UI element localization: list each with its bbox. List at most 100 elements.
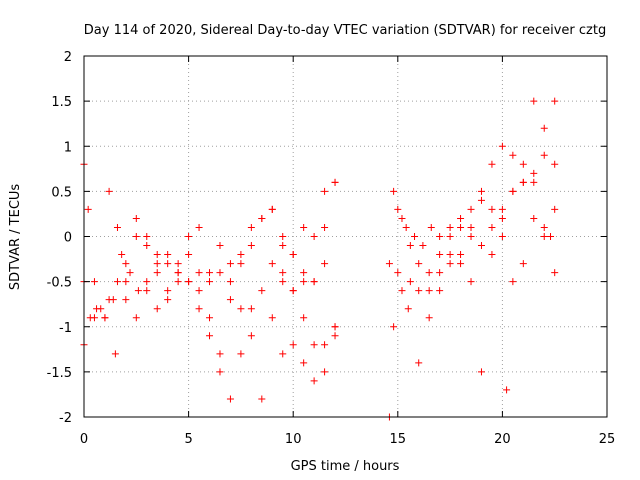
data-point (247, 242, 255, 250)
data-point (530, 97, 538, 105)
data-point (289, 251, 297, 259)
data-point (477, 196, 485, 204)
y-tick-label: -1 (59, 321, 72, 336)
data-point (488, 205, 496, 213)
data-point (206, 269, 214, 277)
y-tick-label: -2 (59, 411, 72, 426)
data-point (310, 233, 318, 240)
data-point (132, 214, 140, 222)
data-point (425, 287, 433, 295)
data-point (84, 205, 92, 213)
data-point (279, 242, 287, 250)
data-point (247, 332, 255, 340)
data-point (446, 251, 454, 259)
data-point (174, 278, 182, 286)
data-point (122, 260, 130, 268)
data-point (457, 251, 465, 259)
y-tick-label: 1.5 (51, 95, 72, 110)
data-point (206, 332, 214, 340)
chart-title: Day 114 of 2020, Sidereal Day-to-day VTE… (84, 23, 606, 38)
data-point (258, 395, 266, 403)
data-point (457, 260, 465, 268)
data-point (321, 341, 329, 349)
data-point (143, 233, 151, 240)
data-point (310, 377, 318, 385)
data-point (540, 233, 548, 240)
data-point (321, 187, 329, 195)
data-point (113, 278, 121, 286)
data-point (331, 178, 339, 186)
data-point (446, 260, 454, 268)
data-point (247, 223, 255, 231)
data-point (268, 314, 276, 322)
data-point (153, 269, 161, 277)
data-point (132, 314, 140, 322)
data-point (111, 350, 119, 358)
data-point (398, 287, 406, 295)
data-point (509, 151, 517, 159)
data-point (153, 251, 161, 259)
data-point (477, 242, 485, 250)
data-point (153, 305, 161, 313)
data-point (436, 269, 444, 277)
x-tick-label: 25 (599, 432, 616, 447)
data-point (185, 278, 193, 286)
x-tick-label: 5 (184, 432, 192, 447)
data-point (411, 233, 419, 240)
data-point (132, 233, 140, 240)
data-point (467, 278, 475, 286)
data-point (425, 314, 433, 322)
data-point (174, 260, 182, 268)
data-point (279, 269, 287, 277)
data-point (185, 233, 193, 240)
data-point (467, 205, 475, 213)
y-axis: -2 -1.5 -1 -0.5 0 0.5 1 1.5 2 (47, 50, 607, 426)
data-point (488, 160, 496, 168)
data-point (164, 251, 172, 259)
data-point (300, 269, 308, 277)
data-point (540, 124, 548, 132)
data-point (415, 260, 423, 268)
data-point (279, 278, 287, 286)
data-point (446, 223, 454, 231)
data-point (415, 359, 423, 367)
data-point (415, 287, 423, 295)
data-point (300, 359, 308, 367)
data-point (467, 223, 475, 231)
data-point (436, 251, 444, 259)
data-point (310, 278, 318, 286)
data-point (498, 233, 506, 240)
data-point (185, 251, 193, 259)
data-point (402, 223, 410, 231)
data-point (551, 97, 559, 105)
data-point (153, 260, 161, 268)
data-point (126, 269, 134, 277)
data-point (385, 260, 393, 268)
y-tick-label: -0.5 (47, 276, 72, 291)
data-point (122, 278, 130, 286)
data-point (226, 278, 234, 286)
data-point (268, 260, 276, 268)
data-point (226, 260, 234, 268)
data-point (237, 350, 245, 358)
data-point (113, 223, 121, 231)
x-tick-label: 20 (494, 432, 511, 447)
data-point (216, 242, 224, 250)
data-point (216, 368, 224, 376)
data-point (509, 187, 517, 195)
data-point (258, 214, 266, 222)
data-point (289, 341, 297, 349)
data-point (164, 260, 172, 268)
data-point (540, 223, 548, 231)
data-point (300, 278, 308, 286)
grid-layer (84, 56, 607, 417)
data-point (226, 395, 234, 403)
data-point (195, 287, 203, 295)
data-point (477, 368, 485, 376)
data-point (457, 214, 465, 222)
x-tick-label: 0 (80, 432, 88, 447)
data-point (503, 386, 511, 394)
data-point (247, 305, 255, 313)
data-point (195, 269, 203, 277)
data-point (427, 223, 435, 231)
